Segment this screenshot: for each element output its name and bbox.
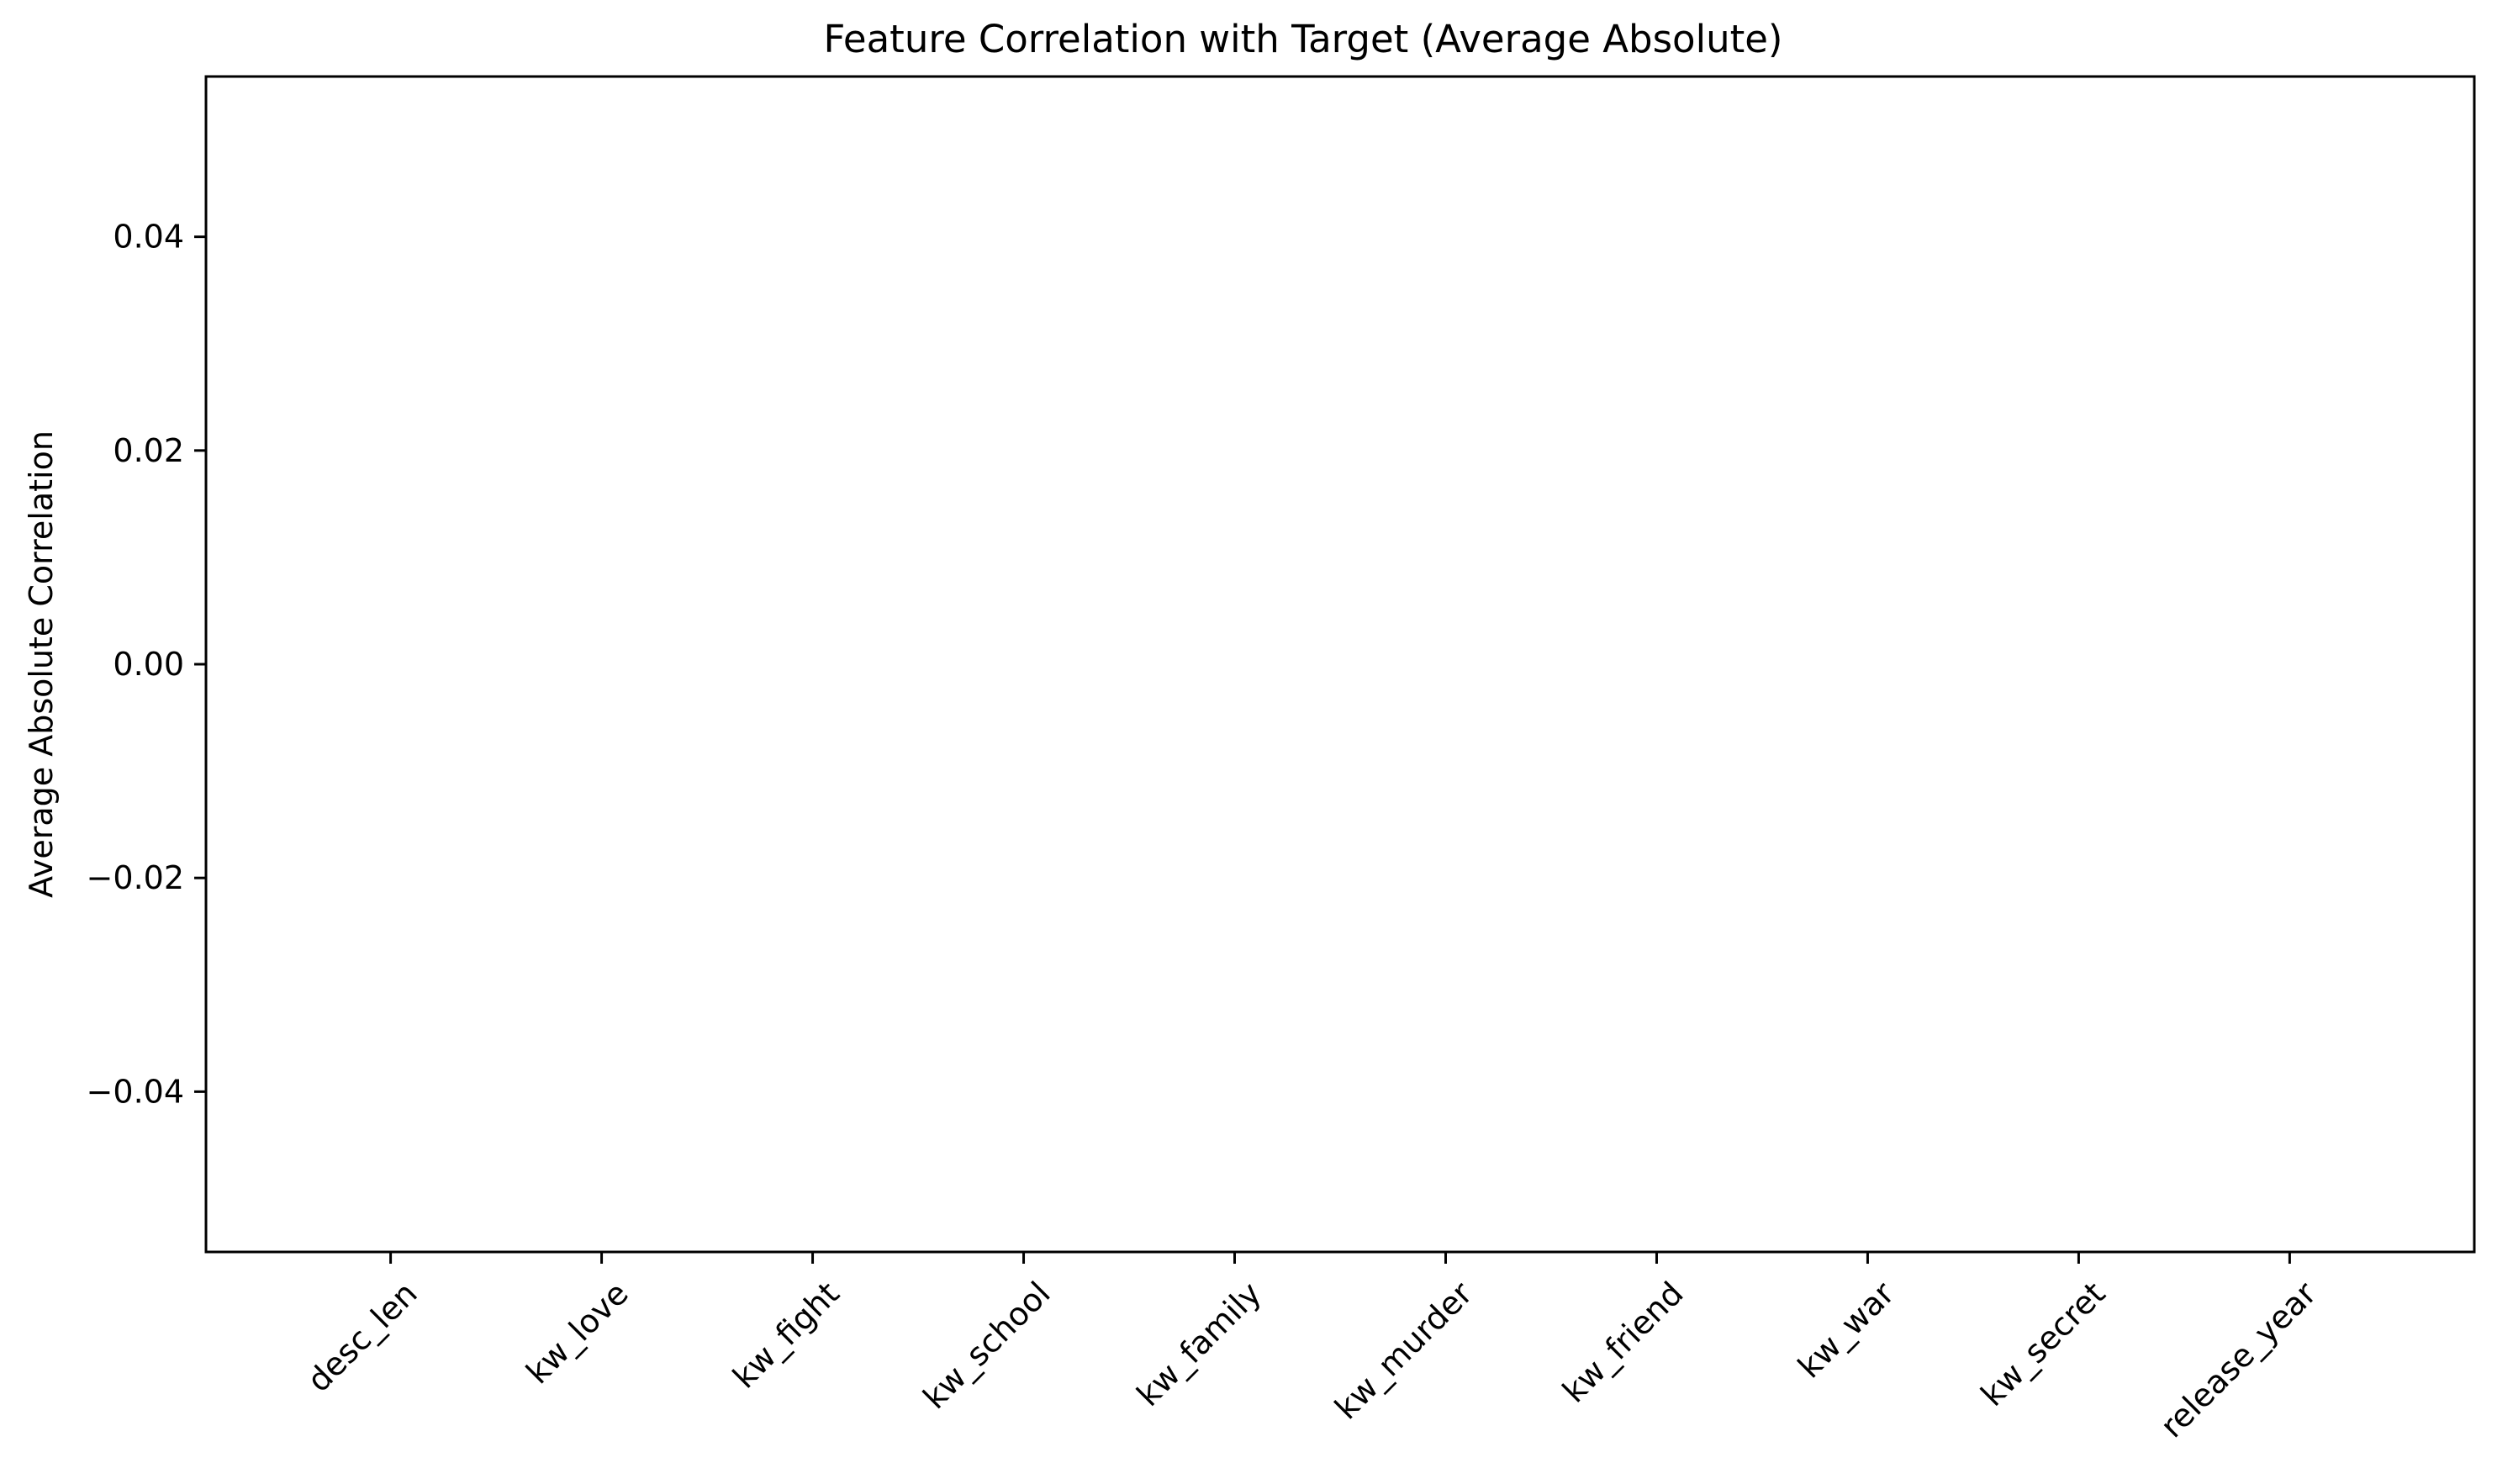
y-tick-label: 0.00 <box>113 646 184 683</box>
x-tick-label: kw_war <box>1791 1275 1902 1386</box>
x-tick-label: kw_secret <box>1974 1275 2113 1413</box>
x-tick-label: kw_fight <box>726 1275 847 1396</box>
y-tick-label: −0.02 <box>87 859 184 896</box>
chart-title: Feature Correlation with Target (Average… <box>824 17 1783 61</box>
x-tick-label: kw_love <box>519 1275 635 1391</box>
plot-frame <box>204 75 2476 1254</box>
x-axis-ticks: desc_len kw_love kw_fight kw_school kw_famil… <box>300 1252 2324 1445</box>
x-tick-label: release_year <box>2153 1275 2324 1445</box>
x-tick-label: kw_family <box>1130 1275 1269 1413</box>
y-tick-label: 0.02 <box>113 432 184 469</box>
y-axis-label: Average Absolute Correlation <box>23 430 60 898</box>
y-tick-label: 0.04 <box>113 219 184 256</box>
x-tick-label: kw_murder <box>1328 1275 1480 1427</box>
x-tick-label: kw_friend <box>1555 1275 1691 1410</box>
x-tick-label: kw_school <box>916 1275 1057 1416</box>
y-axis-ticks: −0.04 −0.02 0.00 0.02 0.04 <box>87 219 206 1110</box>
y-tick-label: −0.04 <box>87 1073 184 1110</box>
x-tick-label: desc_len <box>300 1275 425 1399</box>
